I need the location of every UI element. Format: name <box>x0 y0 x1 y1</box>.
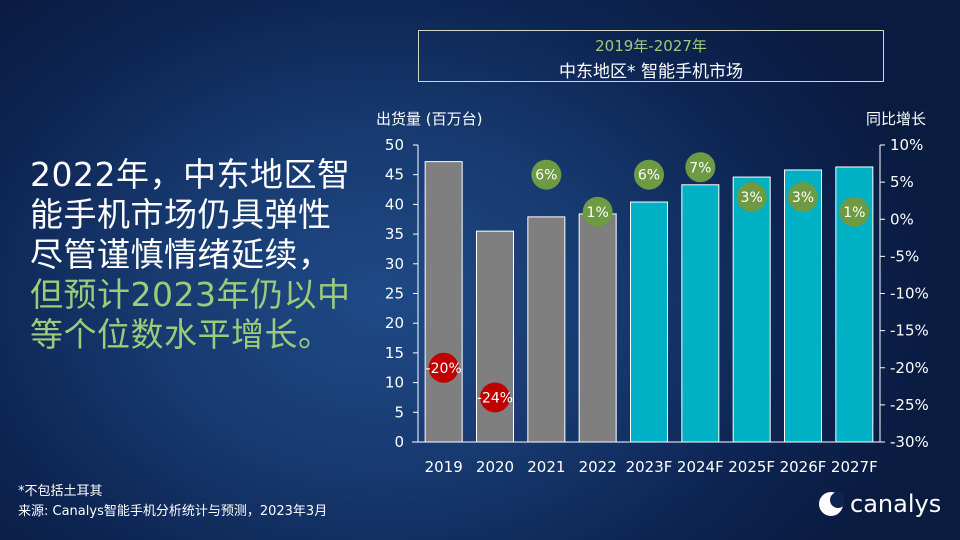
chart-title-box: 2019年-2027年 中东地区* 智能手机市场 <box>418 30 884 82</box>
chart-title: 2019年-2027年 <box>595 37 707 55</box>
growth-label: -24% <box>477 390 513 406</box>
y2-tick-label: -25% <box>890 396 929 414</box>
growth-marker <box>839 196 870 227</box>
x-tick-label: 2021 <box>527 458 565 476</box>
x-tick-label: 2023F <box>626 458 673 476</box>
canalys-logo: canalys <box>818 490 941 518</box>
y2-tick-label: 5% <box>890 173 914 191</box>
headline-line: 尽管谨慎情绪延续， <box>30 235 332 274</box>
chart-subtitle: 中东地区* 智能手机市场 <box>559 62 743 82</box>
y2-tick-label: -10% <box>890 285 929 303</box>
y2-tick-label: 10% <box>890 136 923 154</box>
y-tick-label: 15 <box>385 344 404 362</box>
growth-label: 3% <box>792 190 814 206</box>
y-tick-label: 10 <box>385 374 404 392</box>
growth-marker <box>531 159 562 190</box>
canalys-logo-icon <box>819 492 844 516</box>
bar <box>681 184 720 443</box>
y2-tick-label: -15% <box>890 322 929 340</box>
x-tick-label: 2022 <box>579 458 617 476</box>
growth-label: 1% <box>843 205 865 221</box>
y-tick-label: 5 <box>394 403 404 421</box>
headline: 2022年，中东地区智 能手机市场仍具弹性 尽管谨慎情绪延续， 但预计2023年… <box>30 155 350 355</box>
x-tick-label: 2025F <box>728 458 775 476</box>
y2-tick-label: 0% <box>890 210 914 228</box>
growth-marker <box>582 196 613 227</box>
y-tick-label: 35 <box>385 225 404 243</box>
y-tick-label: 50 <box>385 136 404 154</box>
source-note: 来源: Canalys智能手机分析统计与预测，2023年3月 <box>18 504 328 519</box>
headline-line: 等个位数水平增长。 <box>30 315 332 354</box>
growth-label: 7% <box>689 160 711 176</box>
growth-marker <box>736 181 767 212</box>
y2-axis-label: 同比增长 <box>866 110 927 128</box>
logo-text: canalys <box>850 490 942 518</box>
bar <box>424 161 463 443</box>
x-tick-label: 2026F <box>780 458 827 476</box>
growth-marker <box>685 152 716 183</box>
y-tick-label: 40 <box>385 195 404 213</box>
x-tick-label: 2020 <box>476 458 514 476</box>
growth-marker <box>788 181 818 212</box>
footnote: *不包括土耳其 <box>18 484 103 499</box>
growth-marker <box>480 382 510 413</box>
x-tick-label: 2024F <box>677 458 724 476</box>
bar <box>732 176 771 443</box>
y2-tick-label: -30% <box>890 433 929 451</box>
growth-label: -20% <box>426 361 462 377</box>
y-tick-label: 45 <box>385 166 404 184</box>
y-axis-label: 出货量 (百万台) <box>376 110 483 128</box>
x-tick-label: 2027F <box>831 458 878 476</box>
y2-tick-label: -5% <box>890 247 919 265</box>
y2-tick-label: -20% <box>890 359 929 377</box>
headline-line: 2022年，中东地区智 <box>30 155 351 194</box>
bar <box>784 169 822 443</box>
growth-label: 6% <box>638 168 660 184</box>
growth-label: 6% <box>535 168 557 184</box>
growth-marker <box>428 352 459 383</box>
growth-marker <box>634 159 664 190</box>
growth-label: 3% <box>741 190 763 206</box>
headline-line: 能手机市场仍具弹性 <box>30 195 332 234</box>
y-tick-label: 25 <box>385 285 404 303</box>
headline-line: 但预计2023年仍以中 <box>30 275 351 314</box>
y-tick-label: 0 <box>394 433 404 451</box>
growth-label: 1% <box>587 205 609 221</box>
x-tick-label: 2019 <box>425 458 463 476</box>
bar <box>630 201 668 443</box>
bar <box>578 213 617 443</box>
y-tick-label: 20 <box>385 314 404 332</box>
y-tick-label: 30 <box>385 255 404 273</box>
bar <box>527 216 566 443</box>
